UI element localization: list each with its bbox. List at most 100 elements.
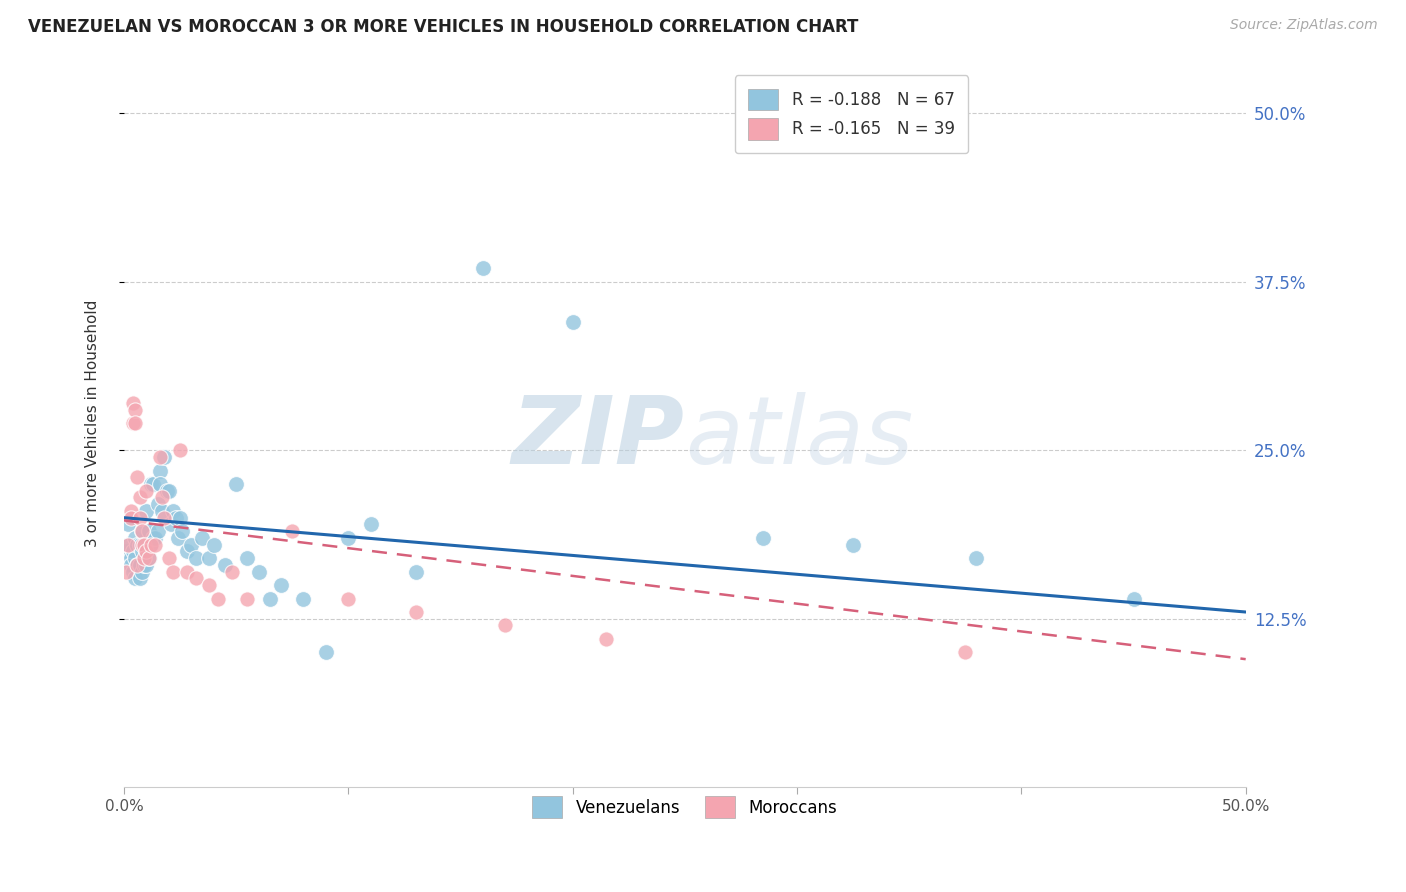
Point — [142, 477, 165, 491]
Point — [127, 558, 149, 572]
Point — [225, 477, 247, 491]
Point — [236, 551, 259, 566]
Point — [128, 538, 150, 552]
Point — [150, 491, 173, 505]
Point — [405, 605, 427, 619]
Point — [955, 645, 977, 659]
Point — [131, 544, 153, 558]
Text: atlas: atlas — [685, 392, 912, 483]
Point — [128, 571, 150, 585]
Point — [247, 565, 270, 579]
Point — [135, 544, 157, 558]
Point — [117, 538, 139, 552]
Point — [128, 558, 150, 572]
Y-axis label: 3 or more Vehicles in Household: 3 or more Vehicles in Household — [86, 300, 100, 547]
Point — [157, 551, 180, 566]
Point — [127, 538, 149, 552]
Point — [172, 524, 194, 538]
Point — [965, 551, 987, 566]
Point — [153, 450, 176, 464]
Point — [207, 591, 229, 606]
Point — [132, 538, 155, 552]
Point — [176, 565, 198, 579]
Point — [337, 531, 360, 545]
Point — [337, 591, 360, 606]
Point — [124, 571, 146, 585]
Point — [127, 558, 149, 572]
Legend: Venezuelans, Moroccans: Venezuelans, Moroccans — [524, 788, 845, 826]
Point — [292, 591, 315, 606]
Point — [124, 531, 146, 545]
Point — [146, 524, 169, 538]
Point — [120, 510, 142, 524]
Point — [132, 538, 155, 552]
Point — [184, 571, 207, 585]
Point — [131, 565, 153, 579]
Point — [191, 531, 214, 545]
Point — [259, 591, 281, 606]
Point — [842, 538, 865, 552]
Point — [139, 538, 162, 552]
Point — [166, 531, 188, 545]
Point — [281, 524, 304, 538]
Point — [124, 417, 146, 431]
Point — [115, 565, 138, 579]
Point — [155, 483, 177, 498]
Point — [202, 538, 225, 552]
Point — [138, 524, 160, 538]
Point — [139, 538, 162, 552]
Point — [143, 538, 166, 552]
Point — [150, 504, 173, 518]
Point — [117, 517, 139, 532]
Text: Source: ZipAtlas.com: Source: ZipAtlas.com — [1230, 18, 1378, 32]
Point — [595, 632, 617, 646]
Point — [270, 578, 292, 592]
Point — [471, 261, 494, 276]
Point — [127, 470, 149, 484]
Point — [169, 510, 191, 524]
Point — [138, 551, 160, 566]
Point — [115, 544, 138, 558]
Point — [752, 531, 775, 545]
Point — [131, 538, 153, 552]
Point — [1122, 591, 1144, 606]
Point — [132, 551, 155, 566]
Point — [138, 551, 160, 566]
Point — [135, 483, 157, 498]
Point — [128, 510, 150, 524]
Point — [132, 558, 155, 572]
Point — [176, 544, 198, 558]
Point — [122, 417, 145, 431]
Point — [120, 551, 142, 566]
Point — [405, 565, 427, 579]
Point — [221, 565, 243, 579]
Point — [165, 510, 187, 524]
Point — [122, 544, 145, 558]
Point — [198, 578, 221, 592]
Point — [162, 504, 184, 518]
Point — [124, 551, 146, 566]
Point — [142, 531, 165, 545]
Point — [162, 565, 184, 579]
Point — [494, 618, 516, 632]
Text: ZIP: ZIP — [512, 392, 685, 484]
Point — [120, 558, 142, 572]
Point — [146, 497, 169, 511]
Point — [360, 517, 382, 532]
Point — [131, 524, 153, 538]
Point — [236, 591, 259, 606]
Point — [122, 396, 145, 410]
Point — [160, 517, 183, 532]
Text: VENEZUELAN VS MOROCCAN 3 OR MORE VEHICLES IN HOUSEHOLD CORRELATION CHART: VENEZUELAN VS MOROCCAN 3 OR MORE VEHICLE… — [28, 18, 859, 36]
Point — [149, 464, 172, 478]
Point — [214, 558, 236, 572]
Point — [122, 565, 145, 579]
Point — [120, 504, 142, 518]
Point — [198, 551, 221, 566]
Point — [169, 443, 191, 458]
Point — [315, 645, 337, 659]
Point — [135, 558, 157, 572]
Point — [184, 551, 207, 566]
Point — [149, 477, 172, 491]
Point — [139, 477, 162, 491]
